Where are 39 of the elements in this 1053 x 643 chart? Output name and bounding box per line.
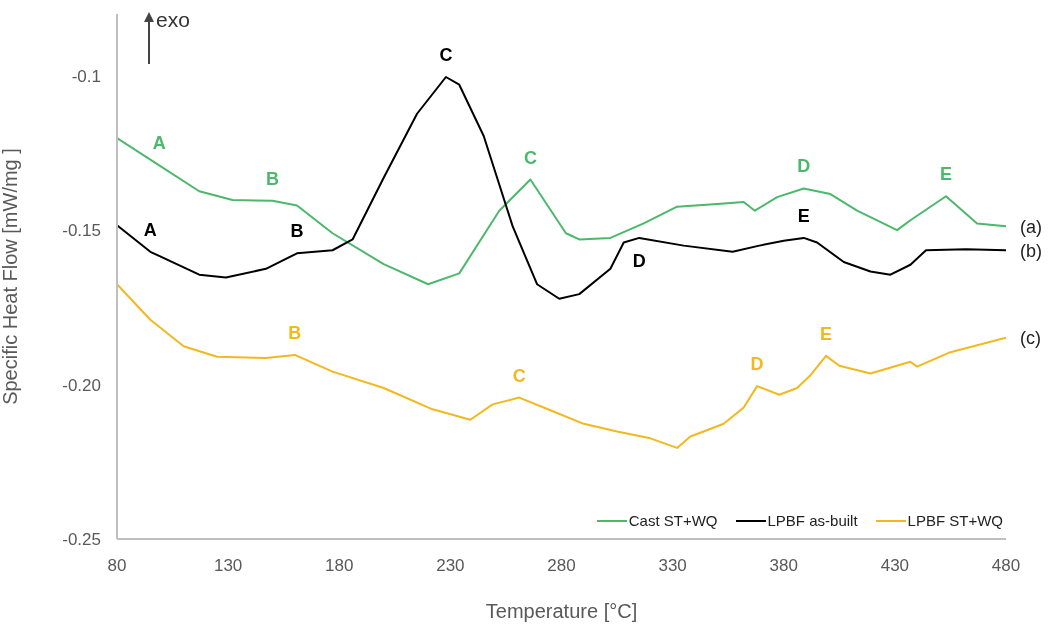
annotation: D [632, 250, 646, 271]
legend-label: LPBF ST+WQ [907, 512, 1003, 529]
legend-label: LPBF as-built [767, 512, 858, 529]
annotation: A [152, 133, 166, 154]
x-tick-label: 330 [658, 556, 687, 576]
annotation: B [290, 221, 304, 242]
line-series [117, 283, 1006, 449]
x-tick-label: 80 [107, 556, 127, 576]
annotation: A [143, 219, 157, 240]
annotation: B [288, 322, 302, 343]
annotation: E [939, 164, 952, 185]
x-tick-label: 380 [769, 556, 798, 576]
x-tick-label: 130 [213, 556, 243, 576]
annotation: exo [156, 8, 190, 32]
x-tick-label: 280 [547, 556, 576, 576]
y-tick-label: -0.15 [62, 221, 101, 241]
annotation: E [819, 323, 832, 344]
x-tick-label: 180 [325, 556, 354, 576]
legend-label: Cast ST+WQ [628, 512, 718, 529]
annotation: D [750, 354, 764, 375]
y-tick-label: -0.1 [71, 66, 101, 86]
text: (a) [1020, 216, 1042, 237]
text: (b) [1020, 240, 1042, 261]
y-axis-title: Specific Heat Flow [mW/mg ] [0, 148, 22, 405]
annotation: D [797, 156, 811, 177]
x-axis-title: Temperature [°C] [485, 600, 638, 622]
line-series [117, 137, 1006, 286]
x-tick-label: 230 [436, 556, 465, 576]
annotation: B [266, 168, 280, 189]
annotation: C [439, 45, 453, 65]
annotation: E [797, 205, 810, 226]
annotation: C [512, 365, 526, 386]
y-tick-label: -0.20 [62, 375, 101, 395]
x-tick-label: 430 [880, 556, 910, 576]
text: (c) [1020, 328, 1041, 349]
line-series [117, 76, 1006, 300]
y-tick-label: -0.25 [62, 530, 101, 550]
x-tick-label: 480 [991, 556, 1021, 576]
annotation: C [523, 147, 537, 168]
